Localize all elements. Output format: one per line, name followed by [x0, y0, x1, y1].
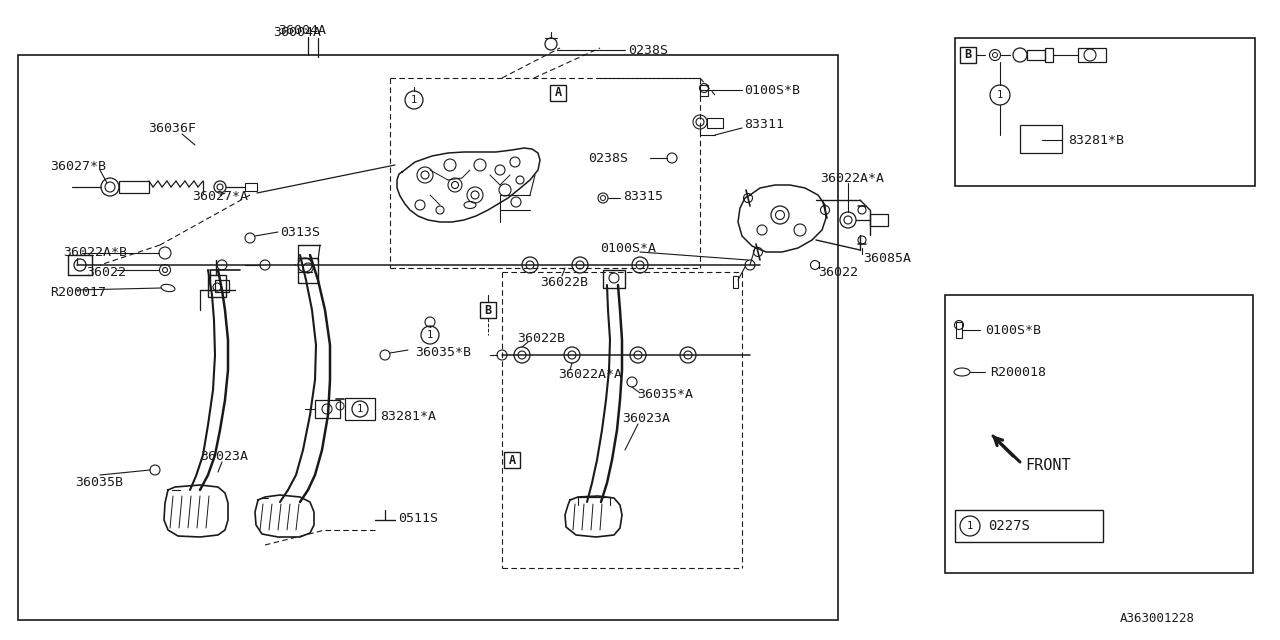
Text: A: A — [554, 86, 562, 99]
Text: 36004A: 36004A — [273, 26, 321, 38]
Text: 36022A*A: 36022A*A — [558, 367, 622, 381]
Text: 0227S: 0227S — [988, 519, 1030, 533]
Bar — [504, 452, 520, 468]
Bar — [700, 85, 708, 96]
Text: B: B — [484, 303, 492, 317]
Text: 0313S: 0313S — [280, 225, 320, 239]
Text: 83311: 83311 — [744, 118, 783, 131]
Text: 36027*B: 36027*B — [50, 161, 106, 173]
Text: 36023A: 36023A — [622, 412, 669, 424]
Bar — [955, 510, 1103, 542]
Bar — [707, 118, 723, 128]
Bar — [1027, 50, 1044, 60]
Text: 36022B: 36022B — [517, 332, 564, 344]
Bar — [1078, 48, 1106, 62]
Text: 36027*A: 36027*A — [192, 191, 248, 204]
Text: 36022: 36022 — [818, 266, 858, 278]
Text: FRONT: FRONT — [1025, 458, 1070, 472]
Bar — [244, 183, 257, 191]
Bar — [945, 295, 1253, 573]
Text: 0238S: 0238S — [628, 44, 668, 56]
Bar — [215, 280, 229, 292]
Text: 0100S*B: 0100S*B — [744, 83, 800, 97]
Bar — [207, 275, 227, 297]
Text: 36023A: 36023A — [200, 449, 248, 463]
Text: 0100S*A: 0100S*A — [600, 241, 657, 255]
Bar — [960, 47, 977, 63]
Text: 36085A: 36085A — [863, 252, 911, 264]
Text: 36035*A: 36035*A — [637, 387, 692, 401]
Text: 0511S: 0511S — [398, 511, 438, 525]
Text: 1: 1 — [357, 404, 364, 414]
Text: B: B — [964, 49, 972, 61]
Bar — [480, 302, 497, 318]
Bar — [956, 322, 963, 338]
Text: 1: 1 — [997, 90, 1004, 100]
Bar — [955, 38, 1254, 186]
Text: 36022B: 36022B — [540, 275, 588, 289]
Bar — [119, 181, 148, 193]
Text: 0100S*B: 0100S*B — [986, 323, 1041, 337]
Bar — [346, 398, 375, 420]
Text: 83281*A: 83281*A — [380, 410, 436, 424]
Bar — [550, 85, 566, 101]
Text: R200017: R200017 — [50, 285, 106, 298]
Bar — [315, 400, 340, 418]
Text: A363001228: A363001228 — [1120, 611, 1196, 625]
Text: 36004A: 36004A — [278, 24, 326, 36]
Text: A: A — [508, 454, 516, 467]
Text: 83281*B: 83281*B — [1068, 134, 1124, 147]
Bar — [1044, 48, 1053, 62]
Text: 36035B: 36035B — [76, 477, 123, 490]
Text: 1: 1 — [966, 521, 973, 531]
Text: 36035*B: 36035*B — [415, 346, 471, 358]
Bar — [298, 258, 317, 283]
Text: 1: 1 — [426, 330, 433, 340]
Bar — [870, 214, 888, 226]
Text: 0238S: 0238S — [588, 152, 628, 164]
Bar — [603, 270, 625, 288]
Text: 36022A*B: 36022A*B — [63, 246, 127, 259]
Bar — [733, 276, 739, 288]
Text: 1: 1 — [411, 95, 417, 105]
Text: 36022: 36022 — [86, 266, 125, 278]
Text: 36022A*A: 36022A*A — [820, 172, 884, 184]
Text: 83315: 83315 — [623, 189, 663, 202]
Text: R200018: R200018 — [989, 365, 1046, 378]
Bar — [18, 55, 838, 620]
Bar — [1020, 125, 1062, 153]
Text: 36036F: 36036F — [148, 122, 196, 134]
